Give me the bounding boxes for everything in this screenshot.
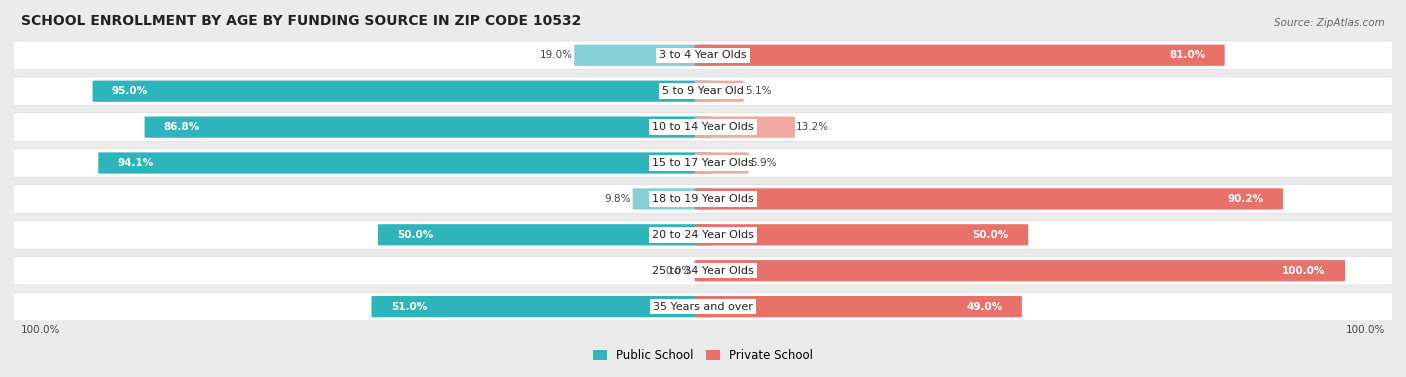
- Text: 25 to 34 Year Olds: 25 to 34 Year Olds: [652, 266, 754, 276]
- FancyBboxPatch shape: [371, 296, 711, 317]
- FancyBboxPatch shape: [10, 149, 1396, 177]
- Text: 5.1%: 5.1%: [745, 86, 772, 96]
- FancyBboxPatch shape: [98, 152, 711, 174]
- FancyBboxPatch shape: [10, 113, 1396, 141]
- Text: 81.0%: 81.0%: [1170, 50, 1205, 60]
- FancyBboxPatch shape: [10, 292, 1396, 321]
- Text: 90.2%: 90.2%: [1227, 194, 1264, 204]
- Text: 3 to 4 Year Olds: 3 to 4 Year Olds: [659, 50, 747, 60]
- Text: 19.0%: 19.0%: [540, 50, 572, 60]
- Legend: Public School, Private School: Public School, Private School: [593, 349, 813, 362]
- FancyBboxPatch shape: [633, 188, 711, 210]
- FancyBboxPatch shape: [574, 44, 711, 66]
- FancyBboxPatch shape: [695, 81, 744, 102]
- Text: 9.8%: 9.8%: [605, 194, 631, 204]
- Text: 13.2%: 13.2%: [796, 122, 830, 132]
- Text: 15 to 17 Year Olds: 15 to 17 Year Olds: [652, 158, 754, 168]
- FancyBboxPatch shape: [10, 41, 1396, 70]
- Text: 51.0%: 51.0%: [391, 302, 427, 312]
- FancyBboxPatch shape: [695, 44, 1225, 66]
- Text: 100.0%: 100.0%: [1282, 266, 1326, 276]
- Text: 0.0%: 0.0%: [665, 266, 692, 276]
- Text: 100.0%: 100.0%: [21, 325, 60, 335]
- Text: 50.0%: 50.0%: [973, 230, 1010, 240]
- FancyBboxPatch shape: [695, 188, 1284, 210]
- FancyBboxPatch shape: [10, 185, 1396, 213]
- Text: 10 to 14 Year Olds: 10 to 14 Year Olds: [652, 122, 754, 132]
- Text: 50.0%: 50.0%: [396, 230, 433, 240]
- Text: 5 to 9 Year Old: 5 to 9 Year Old: [662, 86, 744, 96]
- FancyBboxPatch shape: [145, 116, 711, 138]
- Text: SCHOOL ENROLLMENT BY AGE BY FUNDING SOURCE IN ZIP CODE 10532: SCHOOL ENROLLMENT BY AGE BY FUNDING SOUR…: [21, 14, 581, 28]
- FancyBboxPatch shape: [695, 116, 794, 138]
- FancyBboxPatch shape: [10, 256, 1396, 285]
- Text: 49.0%: 49.0%: [966, 302, 1002, 312]
- Text: 20 to 24 Year Olds: 20 to 24 Year Olds: [652, 230, 754, 240]
- Text: 100.0%: 100.0%: [1346, 325, 1385, 335]
- Text: Source: ZipAtlas.com: Source: ZipAtlas.com: [1274, 18, 1385, 28]
- FancyBboxPatch shape: [695, 296, 1022, 317]
- Text: 18 to 19 Year Olds: 18 to 19 Year Olds: [652, 194, 754, 204]
- FancyBboxPatch shape: [10, 77, 1396, 106]
- FancyBboxPatch shape: [93, 81, 711, 102]
- FancyBboxPatch shape: [10, 221, 1396, 249]
- Text: 5.9%: 5.9%: [749, 158, 776, 168]
- Text: 86.8%: 86.8%: [165, 122, 200, 132]
- FancyBboxPatch shape: [695, 260, 1346, 281]
- Text: 94.1%: 94.1%: [118, 158, 153, 168]
- FancyBboxPatch shape: [695, 224, 1028, 245]
- FancyBboxPatch shape: [378, 224, 711, 245]
- FancyBboxPatch shape: [695, 152, 748, 174]
- Text: 35 Years and over: 35 Years and over: [652, 302, 754, 312]
- Text: 95.0%: 95.0%: [112, 86, 148, 96]
